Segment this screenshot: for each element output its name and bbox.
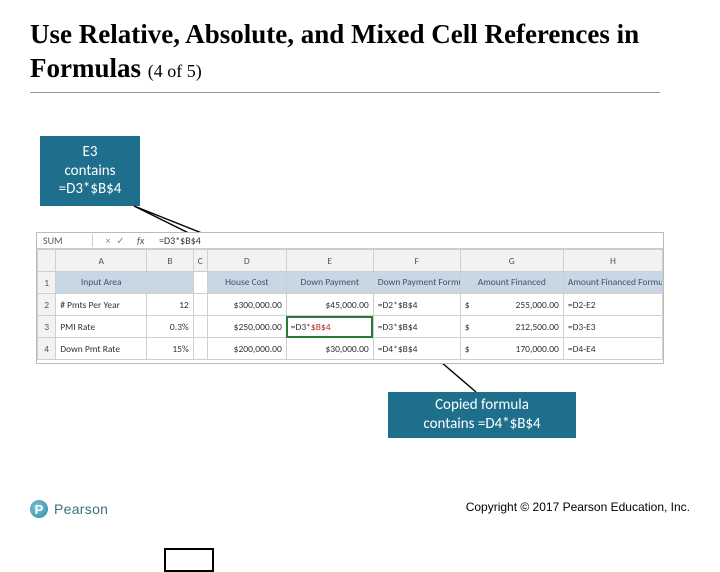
rowhdr-3: 3 (38, 316, 56, 338)
D2: $300,000.00 (207, 294, 286, 316)
A1: Input Area (56, 272, 147, 294)
fx-icon: fx (137, 234, 153, 247)
F1: Down Payment Formula (373, 272, 460, 294)
C3 (193, 316, 207, 338)
G4-cur: $ (465, 343, 470, 355)
C1 (193, 272, 207, 294)
cancel-icon: × (105, 234, 110, 247)
H1: Amount Financed Formula (563, 272, 662, 294)
formula-bar: SUM × ✓ fx =D3*$B$4 (37, 233, 663, 249)
spreadsheet: A B C D E F G H 1 Input Area House Cost … (37, 249, 663, 360)
callout-copied-line2: contains =D4*$B$4 (423, 415, 540, 434)
G4-val: 170,000.00 (516, 343, 559, 355)
D3: $250,000.00 (207, 316, 286, 338)
corner-cell (38, 250, 56, 272)
A4: Down Pmt Rate (56, 338, 147, 360)
rowhdr-1: 1 (38, 272, 56, 294)
col-D: D (207, 250, 286, 272)
row-1: 1 Input Area House Cost Down Payment Dow… (38, 272, 663, 294)
title-progress: (4 of 5) (148, 61, 202, 81)
pearson-text: Pearson (54, 501, 108, 517)
E3-abs: $B$4 (311, 321, 331, 333)
C2 (193, 294, 207, 316)
rowhdr-2: 2 (38, 294, 56, 316)
row-3: 3 PMI Rate 0.3% $250,000.00 =D3*$B$4 =D3… (38, 316, 663, 338)
callout-e3-line3: =D3*$B$4 (59, 180, 122, 199)
F4: =D4*$B$4 (373, 338, 460, 360)
G1: Amount Financed (460, 272, 563, 294)
col-H: H (563, 250, 662, 272)
col-C: C (193, 250, 207, 272)
B4: 15% (147, 338, 194, 360)
pearson-brand: P Pearson (30, 500, 108, 518)
E3-pre: =D3* (291, 321, 311, 333)
row-4: 4 Down Pmt Rate 15% $200,000.00 $30,000.… (38, 338, 663, 360)
pearson-logo-icon: P (30, 500, 48, 518)
col-F: F (373, 250, 460, 272)
G2-val: 255,000.00 (516, 299, 559, 311)
formula-text: =D3*$B$4 (153, 234, 663, 247)
G3: $ 212,500.00 (460, 316, 563, 338)
col-G: G (460, 250, 563, 272)
E2: $45,000.00 (286, 294, 373, 316)
D1: House Cost (207, 272, 286, 294)
G4: $ 170,000.00 (460, 338, 563, 360)
H2: =D2-E2 (563, 294, 662, 316)
callout-e3-line2: contains (59, 162, 122, 181)
col-A: A (56, 250, 147, 272)
callout-copied-line1: Copied formula (423, 396, 540, 415)
G2-cur: $ (465, 299, 470, 311)
col-B: B (147, 250, 194, 272)
slide-title: Use Relative, Absolute, and Mixed Cell R… (30, 18, 670, 86)
callout-copied: Copied formula contains =D4*$B$4 (388, 392, 576, 438)
C4 (193, 338, 207, 360)
G3-cur: $ (465, 321, 470, 333)
D4: $200,000.00 (207, 338, 286, 360)
row-2: 2 # Pmts Per Year 12 $300,000.00 $45,000… (38, 294, 663, 316)
col-E: E (286, 250, 373, 272)
copyright: Copyright © 2017 Pearson Education, Inc. (466, 500, 690, 514)
B3: 0.3% (147, 316, 194, 338)
callout-e3-line1: E3 (59, 143, 122, 162)
F3: =D3*$B$4 (373, 316, 460, 338)
A3: PMI Rate (56, 316, 147, 338)
A2: # Pmts Per Year (56, 294, 147, 316)
B1 (147, 272, 194, 294)
F2: =D2*$B$4 (373, 294, 460, 316)
E1: Down Payment (286, 272, 373, 294)
H4: =D4-E4 (563, 338, 662, 360)
title-underline (30, 92, 660, 93)
E4: $30,000.00 (286, 338, 373, 360)
E3-active-cell: =D3*$B$4 (286, 316, 373, 338)
column-header-row: A B C D E F G H (38, 250, 663, 272)
title-main: Use Relative, Absolute, and Mixed Cell R… (30, 19, 639, 83)
G2: $ 255,000.00 (460, 294, 563, 316)
H3: =D3-E3 (563, 316, 662, 338)
callout-e3: E3 contains =D3*$B$4 (40, 136, 140, 206)
enter-icon: ✓ (116, 234, 124, 247)
G3-val: 212,500.00 (516, 321, 559, 333)
highlight-b4 (164, 548, 214, 572)
excel-screenshot: SUM × ✓ fx =D3*$B$4 A B C D E F G H 1 In… (36, 232, 664, 364)
rowhdr-4: 4 (38, 338, 56, 360)
formula-bar-buttons: × ✓ (93, 234, 137, 247)
B2: 12 (147, 294, 194, 316)
name-box: SUM (37, 234, 93, 247)
